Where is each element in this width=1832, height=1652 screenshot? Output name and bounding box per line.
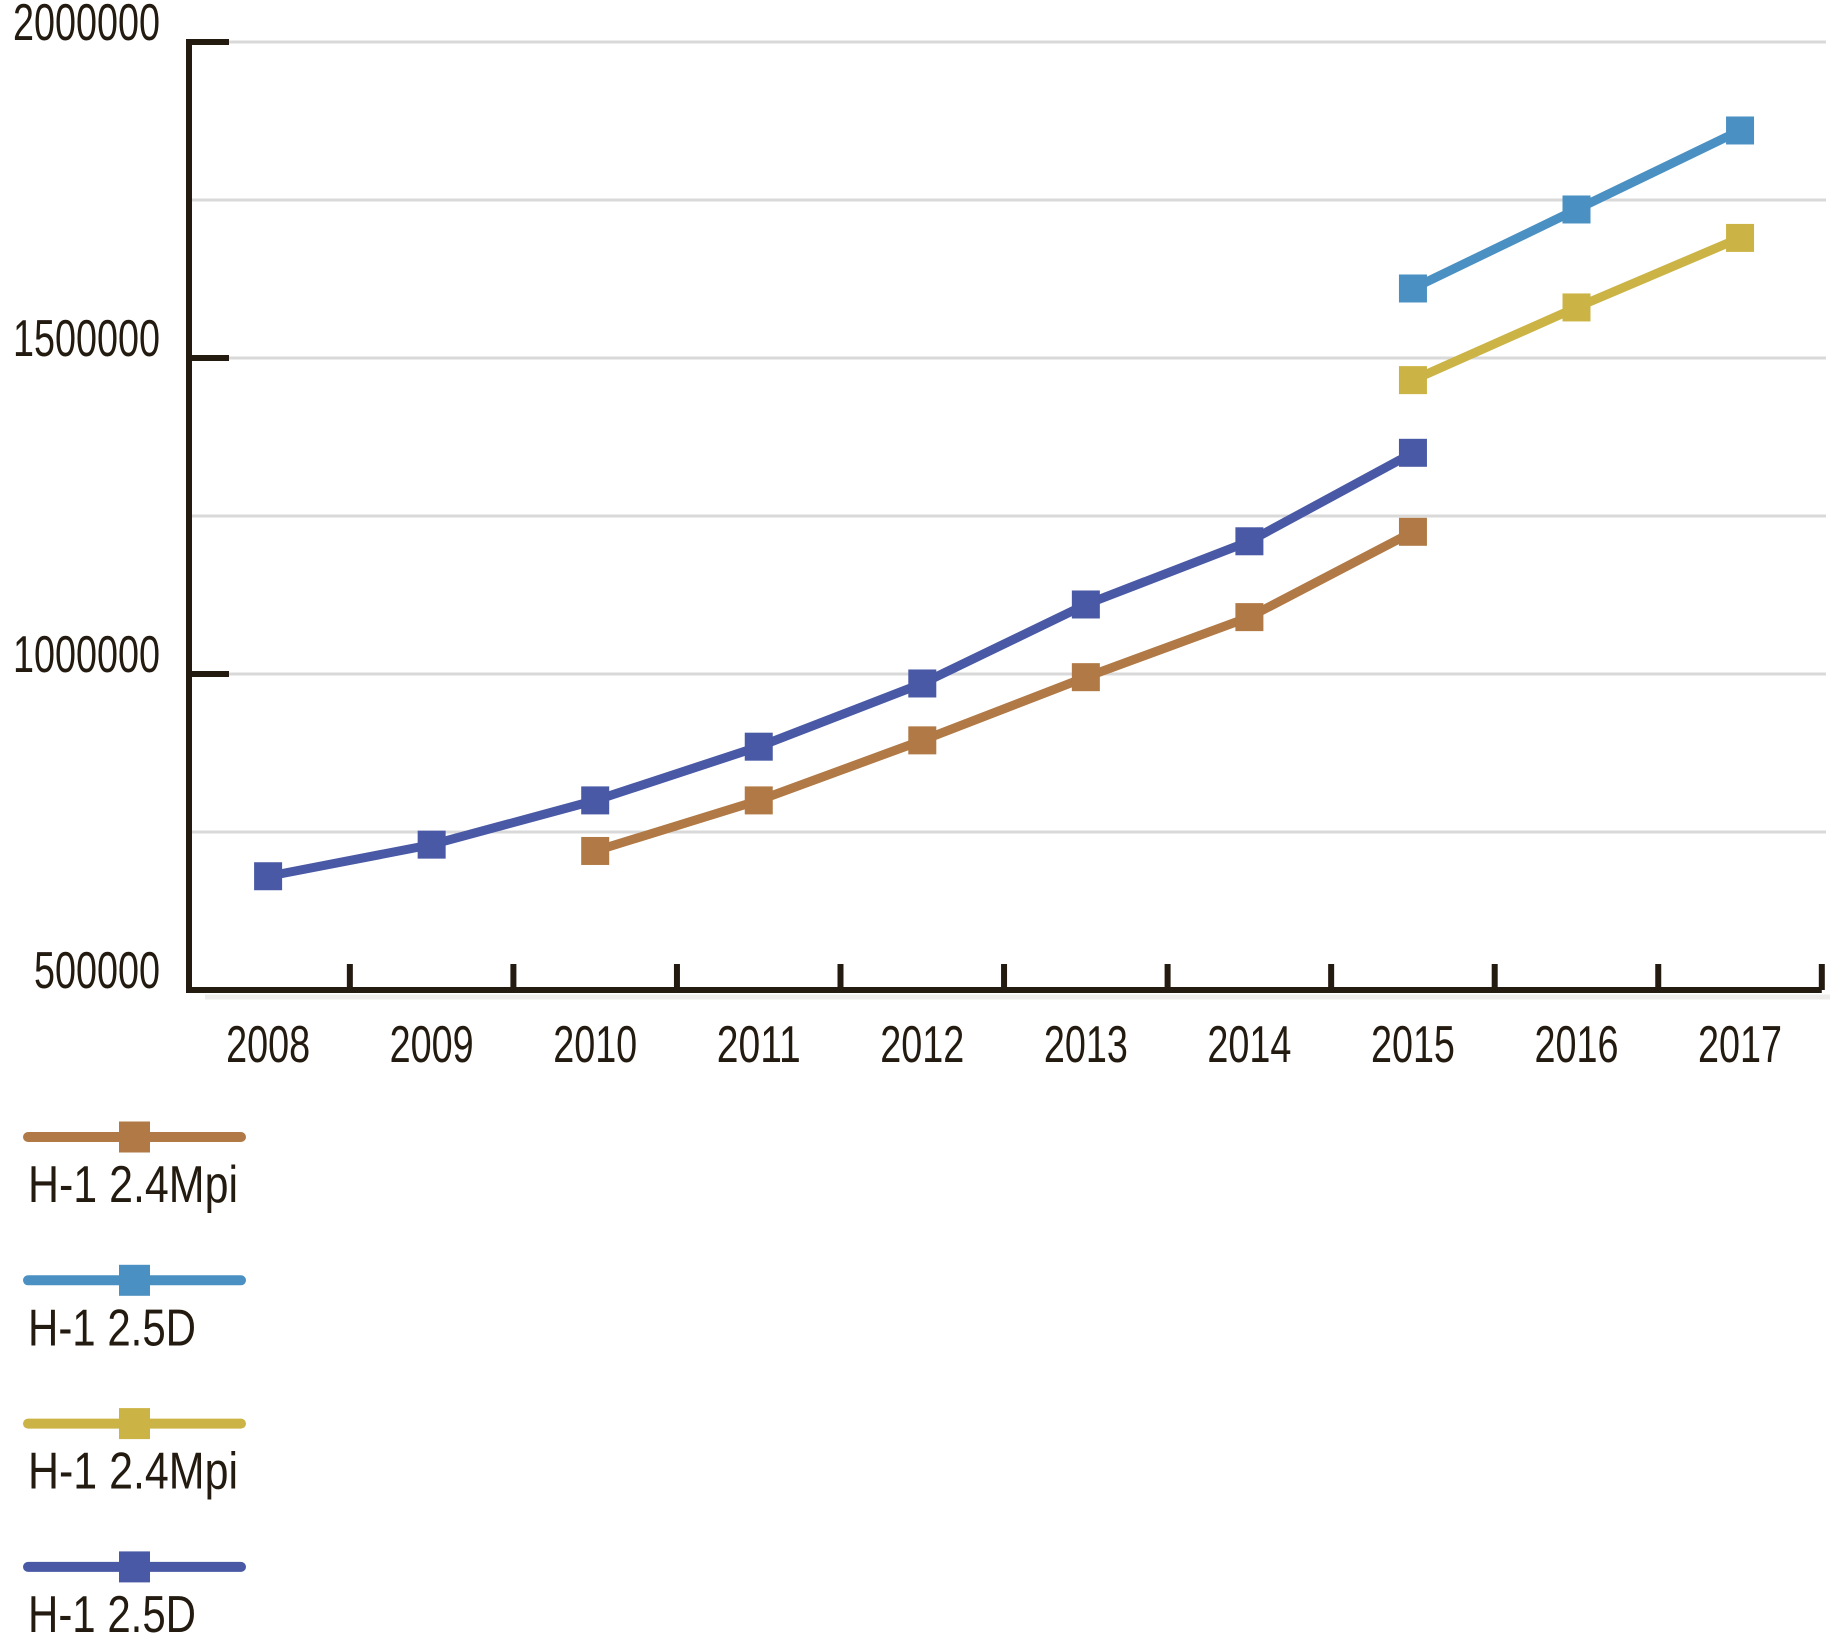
data-point-marker xyxy=(744,786,773,815)
x-tick-label: 2016 xyxy=(1535,1016,1619,1074)
y-tick-label: 1500000 xyxy=(13,310,160,368)
legend: H-1 2.4Mpi H-1 2.5D H-1 2.4Mpi H-1 2.5D xyxy=(23,1121,246,1644)
y-axis-labels: 2000000 1500000 1000000 500000 xyxy=(13,0,160,1000)
data-point-marker xyxy=(1235,527,1264,556)
data-point-marker xyxy=(581,786,610,815)
data-point-marker xyxy=(1398,517,1427,546)
x-tick-label: 2014 xyxy=(1207,1016,1291,1074)
x-tick-label: 2015 xyxy=(1371,1016,1455,1074)
legend-swatch-marker xyxy=(119,1264,150,1296)
x-tick-label: 2017 xyxy=(1698,1016,1782,1074)
legend-label: H-1 2.4Mpi xyxy=(28,1443,238,1501)
data-point-marker xyxy=(1726,223,1755,252)
x-axis-labels: 2008 2009 2010 2011 2012 2013 2014 2015 2016 2017 xyxy=(226,1016,1782,1074)
data-point-marker xyxy=(581,836,610,865)
data-point-marker xyxy=(1071,590,1100,619)
x-tick-label: 2008 xyxy=(226,1016,310,1074)
data-point-marker xyxy=(1562,293,1591,322)
x-tick-label: 2009 xyxy=(390,1016,474,1074)
data-point-marker xyxy=(908,726,937,755)
data-point-marker xyxy=(744,732,773,761)
data-point-marker xyxy=(1726,116,1755,145)
series-line-3 xyxy=(267,448,1416,881)
x-tick-label: 2010 xyxy=(553,1016,637,1074)
data-point-marker xyxy=(908,669,937,698)
data-point-marker xyxy=(1398,438,1427,467)
data-point-marker xyxy=(417,830,446,859)
legend-swatch-marker xyxy=(119,1551,150,1583)
y-tick-label: 500000 xyxy=(34,942,160,1000)
y-tick-label: 2000000 xyxy=(13,0,160,52)
gridlines xyxy=(192,40,1826,834)
data-point-marker xyxy=(1398,274,1427,303)
x-tick-label: 2013 xyxy=(1044,1016,1128,1074)
series-line-0 xyxy=(593,527,1416,856)
legend-label: H-1 2.5D xyxy=(28,1299,196,1357)
data-point-marker xyxy=(1398,366,1427,395)
y-tick-label: 1000000 xyxy=(13,626,160,684)
x-tick-label: 2012 xyxy=(880,1016,964,1074)
axes xyxy=(186,39,1825,993)
data-point-marker xyxy=(1235,603,1264,632)
data-point-marker xyxy=(254,862,283,891)
data-point-marker xyxy=(1071,663,1100,692)
legend-swatch-marker xyxy=(119,1121,150,1153)
legend-label: H-1 2.4Mpi xyxy=(28,1156,238,1214)
series-lines xyxy=(254,116,1755,891)
data-point-marker xyxy=(1562,195,1591,224)
legend-label: H-1 2.5D xyxy=(28,1586,196,1644)
legend-swatch-marker xyxy=(119,1408,150,1440)
x-tick-label: 2011 xyxy=(717,1016,801,1074)
